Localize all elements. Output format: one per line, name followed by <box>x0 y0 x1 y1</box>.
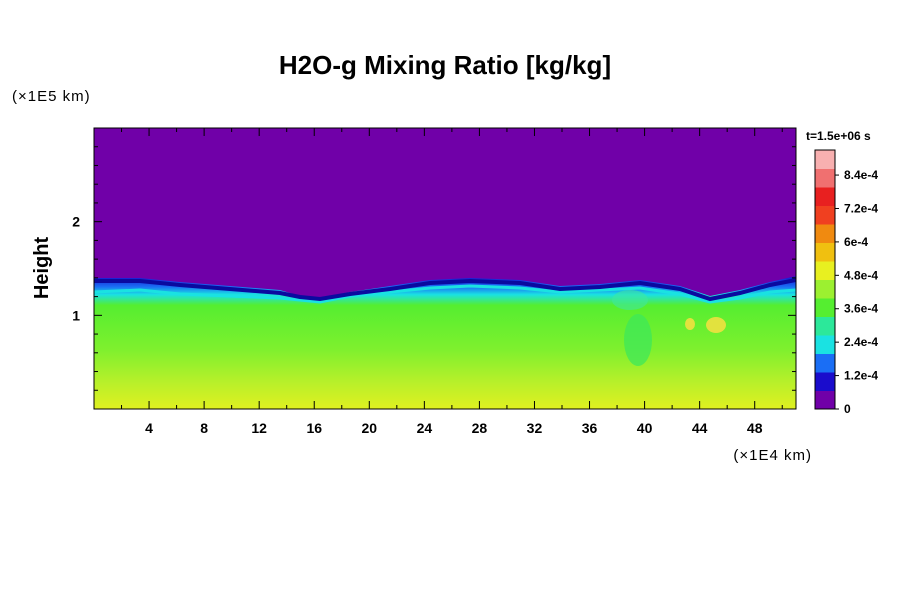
x-tick-label: 8 <box>200 420 208 436</box>
x-tick-label: 40 <box>637 420 653 436</box>
x-unit-label: (×1E4 km) <box>733 447 812 464</box>
x-tick-label: 16 <box>306 420 322 436</box>
x-tick-label: 24 <box>417 420 433 436</box>
x-tick-label: 12 <box>251 420 267 436</box>
colorbar-tick-label: 8.4e-4 <box>844 168 878 182</box>
time-label: t=1.5e+06 s <box>806 129 871 143</box>
field-moist-layer <box>94 276 796 409</box>
colorbar-tick-label: 4.8e-4 <box>844 268 878 282</box>
colorbar-segment <box>815 279 835 299</box>
field-plume-left <box>624 314 652 366</box>
colorbar-tick-label: 7.2e-4 <box>844 201 878 215</box>
colorbar-tick-label: 1.2e-4 <box>844 369 878 383</box>
plot-area <box>94 128 796 409</box>
y-tick-label: 1 <box>72 307 80 323</box>
colorbar-tick-label: 3.6e-4 <box>844 302 878 316</box>
y-axis-label: Height <box>31 237 53 300</box>
field-eddy <box>612 290 648 310</box>
colorbar-segment <box>815 335 835 354</box>
x-tick-label: 32 <box>527 420 543 436</box>
x-tick-label: 48 <box>747 420 763 436</box>
colorbar-tick-label: 2.4e-4 <box>844 335 878 349</box>
x-tick-label: 44 <box>692 420 708 436</box>
x-tick-label: 28 <box>472 420 488 436</box>
x-tick-label: 20 <box>362 420 378 436</box>
colorbar-segment <box>815 316 835 336</box>
colorbar-tick-label: 0 <box>844 402 851 416</box>
colorbar-segment <box>815 224 835 243</box>
x-axis-ticks: 4 8 12 16 20 24 28 32 36 40 44 48 <box>121 128 783 436</box>
plot-frame <box>93 127 797 410</box>
field-interface-band <box>94 284 796 304</box>
colorbar: 0 1.2e-4 2.4e-4 3.6e-4 4.8e-4 6e-4 7.2e-4 8.4e-… <box>814 149 878 416</box>
colorbar-segment <box>815 372 835 391</box>
colorbar-tick-label: 6e-4 <box>844 235 868 249</box>
x-tick-label: 4 <box>145 420 153 436</box>
field-upper-edge <box>94 278 796 302</box>
y-unit-label: (×1E5 km) <box>12 88 91 105</box>
colorbar-segment <box>815 242 835 262</box>
y-tick-label: 2 <box>72 214 80 230</box>
colorbar-segment <box>815 390 835 410</box>
colorbar-segment <box>815 187 835 206</box>
colorbar-segment <box>815 168 835 188</box>
x-tick-label: 36 <box>582 420 598 436</box>
colorbar-segment <box>815 353 835 373</box>
colorbar-segment <box>815 150 835 169</box>
colorbar-frame <box>814 149 836 410</box>
colorbar-segment <box>815 298 835 317</box>
colorbar-segment <box>815 261 835 280</box>
colorbar-segment <box>815 205 835 225</box>
field-plume-right <box>706 317 726 333</box>
field-plume-small <box>685 318 695 330</box>
y-axis-ticks: 12 <box>72 146 796 391</box>
chart-title: H2O-g Mixing Ratio [kg/kg] <box>279 50 611 80</box>
